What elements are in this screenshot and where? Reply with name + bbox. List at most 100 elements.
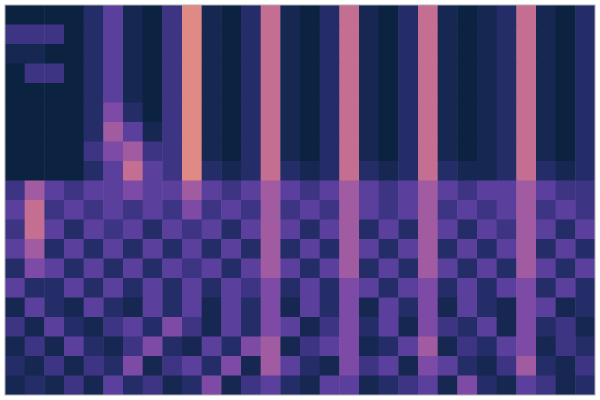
heatmap-cell bbox=[84, 376, 104, 396]
heatmap-cell bbox=[241, 200, 261, 220]
heatmap-cell bbox=[261, 356, 281, 376]
heatmap-cell bbox=[261, 220, 281, 240]
heatmap-cell bbox=[123, 142, 143, 162]
heatmap-cell bbox=[497, 356, 517, 376]
heatmap-cell bbox=[44, 44, 64, 64]
heatmap-cell bbox=[359, 356, 379, 376]
heatmap-cell bbox=[162, 64, 182, 84]
heatmap-cell bbox=[221, 259, 241, 279]
heatmap-cell bbox=[241, 259, 261, 279]
heatmap-cell bbox=[143, 181, 163, 201]
heatmap-cell bbox=[339, 220, 359, 240]
heatmap-cell bbox=[575, 122, 595, 142]
heatmap-cell bbox=[103, 278, 123, 298]
heatmap-cell bbox=[379, 142, 399, 162]
heatmap-cell bbox=[457, 259, 477, 279]
heatmap-cell bbox=[162, 220, 182, 240]
heatmap-cell bbox=[556, 278, 576, 298]
heatmap-cell bbox=[64, 25, 84, 45]
heatmap-cell bbox=[25, 239, 45, 259]
heatmap-cell bbox=[280, 5, 300, 25]
heatmap-cell bbox=[143, 103, 163, 123]
heatmap-cell bbox=[64, 5, 84, 25]
heatmap-cell bbox=[143, 220, 163, 240]
heatmap-cell bbox=[44, 25, 64, 45]
heatmap-cell bbox=[280, 200, 300, 220]
heatmap-cell bbox=[438, 181, 458, 201]
heatmap-cell bbox=[103, 337, 123, 357]
heatmap-cell bbox=[398, 44, 418, 64]
heatmap-cell bbox=[339, 5, 359, 25]
heatmap-cell bbox=[438, 142, 458, 162]
heatmap-cell bbox=[418, 220, 438, 240]
heatmap-cell bbox=[575, 317, 595, 337]
heatmap-cell bbox=[418, 64, 438, 84]
heatmap-cell bbox=[516, 142, 536, 162]
heatmap-cell bbox=[261, 259, 281, 279]
heatmap-cell bbox=[241, 83, 261, 103]
heatmap-cell bbox=[221, 44, 241, 64]
heatmap-cell bbox=[202, 200, 222, 220]
heatmap-cell bbox=[536, 200, 556, 220]
heatmap-cell bbox=[44, 142, 64, 162]
heatmap-cell bbox=[261, 239, 281, 259]
heatmap-cell bbox=[457, 317, 477, 337]
heatmap-cell bbox=[84, 278, 104, 298]
heatmap-cell bbox=[103, 181, 123, 201]
heatmap-cell bbox=[457, 25, 477, 45]
heatmap-cell bbox=[359, 5, 379, 25]
heatmap-cell bbox=[280, 220, 300, 240]
heatmap-cell bbox=[398, 103, 418, 123]
heatmap-cell bbox=[398, 376, 418, 396]
heatmap-cell bbox=[379, 220, 399, 240]
heatmap-cell bbox=[320, 337, 340, 357]
heatmap-cell bbox=[5, 64, 25, 84]
heatmap-cell bbox=[477, 103, 497, 123]
heatmap-cell bbox=[202, 64, 222, 84]
heatmap-cell bbox=[44, 5, 64, 25]
heatmap-cell bbox=[103, 239, 123, 259]
heatmap-cell bbox=[379, 278, 399, 298]
heatmap-cell bbox=[241, 317, 261, 337]
heatmap-cell bbox=[64, 259, 84, 279]
heatmap-cell bbox=[320, 25, 340, 45]
heatmap-cell bbox=[516, 317, 536, 337]
heatmap-cell bbox=[182, 83, 202, 103]
heatmap-cell bbox=[25, 103, 45, 123]
heatmap-cell bbox=[516, 239, 536, 259]
heatmap-cell bbox=[418, 298, 438, 318]
heatmap-cell bbox=[359, 64, 379, 84]
heatmap-cell bbox=[516, 220, 536, 240]
heatmap-cell bbox=[536, 44, 556, 64]
heatmap-cell bbox=[103, 161, 123, 181]
heatmap-cell bbox=[536, 181, 556, 201]
heatmap-cell bbox=[221, 200, 241, 220]
heatmap-cell bbox=[44, 298, 64, 318]
heatmap-cell bbox=[477, 220, 497, 240]
heatmap-cell bbox=[359, 142, 379, 162]
heatmap-cell bbox=[359, 278, 379, 298]
heatmap-cell bbox=[556, 142, 576, 162]
heatmap-cell bbox=[241, 122, 261, 142]
heatmap-cell bbox=[438, 122, 458, 142]
heatmap-cell bbox=[162, 278, 182, 298]
heatmap-cell bbox=[536, 259, 556, 279]
heatmap-cell bbox=[25, 356, 45, 376]
heatmap-cell bbox=[320, 298, 340, 318]
heatmap-cell bbox=[339, 278, 359, 298]
heatmap-cell bbox=[280, 64, 300, 84]
heatmap-cell bbox=[123, 122, 143, 142]
heatmap-cell bbox=[556, 356, 576, 376]
heatmap-cell bbox=[300, 44, 320, 64]
heatmap-cell bbox=[339, 317, 359, 337]
heatmap-cell bbox=[339, 239, 359, 259]
heatmap-cell bbox=[202, 83, 222, 103]
heatmap-cell bbox=[359, 259, 379, 279]
heatmap-cell bbox=[438, 5, 458, 25]
heatmap-cell bbox=[64, 122, 84, 142]
heatmap-cell bbox=[320, 142, 340, 162]
heatmap-cell bbox=[575, 220, 595, 240]
heatmap-cell bbox=[536, 142, 556, 162]
heatmap-cell bbox=[5, 200, 25, 220]
heatmap-cell bbox=[556, 5, 576, 25]
